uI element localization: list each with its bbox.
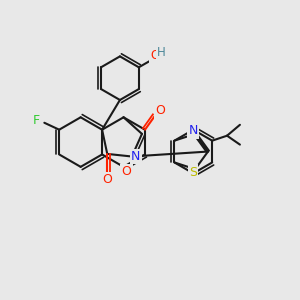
Text: N: N [131, 150, 140, 163]
Text: N: N [188, 124, 198, 137]
Text: O: O [102, 173, 112, 186]
Text: O: O [150, 49, 159, 62]
Text: F: F [33, 114, 40, 127]
Text: O: O [155, 104, 165, 117]
Text: S: S [189, 166, 197, 179]
Text: H: H [157, 46, 166, 59]
Text: O: O [122, 165, 131, 178]
